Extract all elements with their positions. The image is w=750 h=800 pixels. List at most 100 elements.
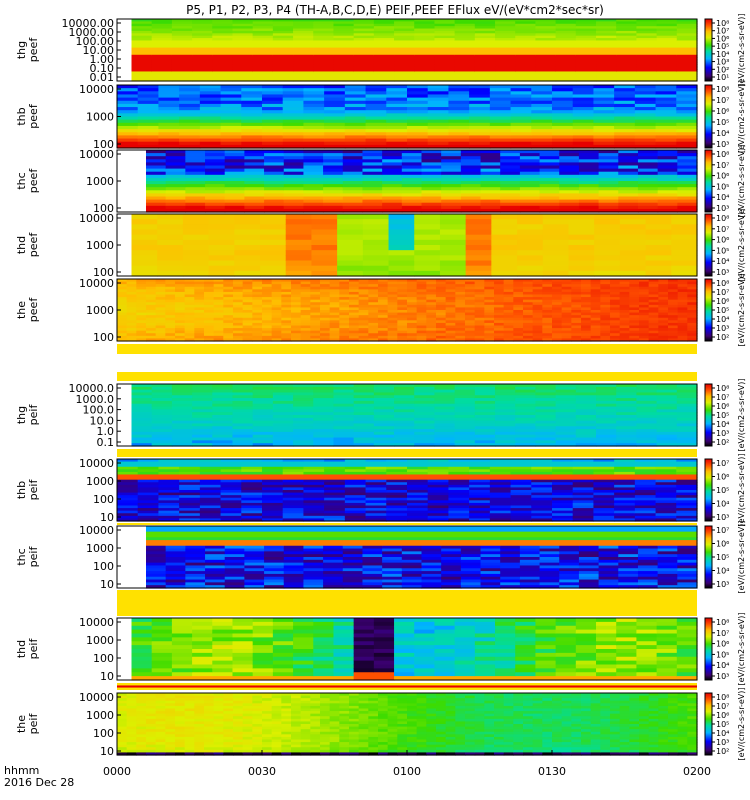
heatmap-cell [224, 153, 245, 157]
heatmap-cell [233, 289, 244, 293]
heatmap-cell [465, 322, 476, 327]
heatmap-cell [480, 205, 501, 210]
heatmap-cell [165, 302, 176, 306]
heatmap-cell [469, 91, 491, 96]
heatmap-cell [671, 239, 698, 246]
heatmap-cell [282, 103, 305, 108]
heatmap-cell [313, 392, 335, 396]
heatmap-cell [339, 322, 350, 327]
heatmap-cell [293, 21, 314, 25]
heatmap-cell [500, 181, 521, 185]
heatmap-cell [394, 437, 415, 441]
heatmap-cell [639, 297, 650, 301]
heatmap-cell [519, 184, 541, 188]
heatmap-cell [445, 299, 456, 303]
heatmap-cell [469, 94, 491, 99]
heatmap-cell [454, 78, 476, 82]
heatmap-cell [469, 477, 491, 481]
heatmap-cell [365, 482, 387, 486]
heatmap-cell [223, 322, 234, 327]
heatmap-cell [414, 69, 436, 73]
heatmap-cell [454, 76, 476, 80]
heatmap-cell [559, 199, 580, 204]
heatmap-cell [131, 398, 153, 402]
heatmap-cell [271, 317, 282, 321]
heatmap-cell [137, 85, 160, 89]
heatmap-cell [539, 156, 560, 160]
heatmap-cell [648, 289, 659, 293]
heatmap-cell [313, 28, 335, 32]
heatmap-cell [523, 320, 534, 324]
heatmap-cell [373, 21, 395, 25]
heatmap-cell [394, 443, 415, 447]
heatmap-cell [146, 542, 167, 547]
heatmap-cell [434, 50, 456, 53]
heatmap-cell [619, 224, 647, 231]
heatmap-cell [303, 100, 325, 105]
heatmap-cell [117, 477, 139, 481]
heatmap-cell [480, 177, 501, 182]
heatmap-cell [313, 21, 335, 25]
heatmap-cell [407, 464, 429, 468]
heatmap-cell [212, 398, 234, 402]
heatmap-cell [131, 52, 153, 56]
heatmap-cell [175, 297, 186, 301]
heatmap-cell [637, 202, 659, 207]
heatmap-cell [175, 322, 186, 327]
heatmap-cell [151, 398, 173, 402]
heatmap-cell [264, 208, 285, 213]
heatmap-cell [634, 97, 657, 102]
heatmap-cell [513, 284, 524, 288]
heatmap-cell [618, 162, 639, 167]
heatmap-cell [515, 61, 537, 65]
heatmap-cell [387, 335, 398, 340]
heatmap-cell [158, 91, 180, 96]
heatmap-cell [252, 69, 274, 73]
heatmap-cell [414, 409, 436, 413]
heatmap-cell [199, 141, 222, 146]
heatmap-cell [593, 502, 615, 507]
heatmap-cell [494, 310, 505, 314]
heatmap-cell [300, 291, 311, 296]
heatmap-cell [232, 23, 254, 27]
heatmap-cell [598, 174, 619, 179]
heatmap-cell [455, 338, 466, 342]
heatmap-cell [542, 260, 570, 267]
heatmap-cell [324, 94, 346, 99]
heatmap-cell [272, 45, 294, 49]
heatmap-cell [232, 52, 254, 56]
heatmap-cell [639, 294, 650, 298]
heatmap-cell [655, 91, 677, 96]
heatmap-cell [329, 315, 340, 319]
heatmap-cell [668, 335, 679, 340]
heatmap-cell [220, 482, 242, 486]
heatmap-cell [535, 398, 557, 402]
heatmap-cell [407, 330, 418, 334]
heatmap-cell [179, 497, 201, 501]
heatmap-cell [523, 315, 534, 319]
heatmap-cell [252, 294, 263, 298]
heatmap-cell [324, 132, 346, 136]
heatmap-cell [272, 71, 294, 75]
heatmap-cell [333, 73, 355, 77]
heatmap-cell [676, 398, 698, 402]
heatmap-cell [179, 94, 201, 99]
heatmap-cell [252, 284, 263, 288]
heatmap-cell [283, 153, 305, 157]
heatmap-cell [616, 76, 638, 80]
heatmap-cell [157, 250, 184, 256]
colorbar-tick-label: 10³ [716, 140, 729, 149]
heatmap-cell [495, 50, 516, 53]
heatmap-cell [353, 423, 375, 427]
heatmap-cell [165, 528, 186, 533]
heatmap-cell [272, 412, 294, 416]
heatmap-cell [324, 129, 346, 133]
heatmap-cell [244, 165, 265, 170]
heatmap-cell [634, 135, 657, 140]
heatmap-cell [117, 97, 139, 102]
heatmap-cell [568, 219, 595, 225]
heatmap-cell [387, 286, 398, 290]
heatmap-cell [427, 85, 450, 89]
heatmap-cell [244, 181, 265, 185]
heatmap-cell [634, 88, 657, 92]
